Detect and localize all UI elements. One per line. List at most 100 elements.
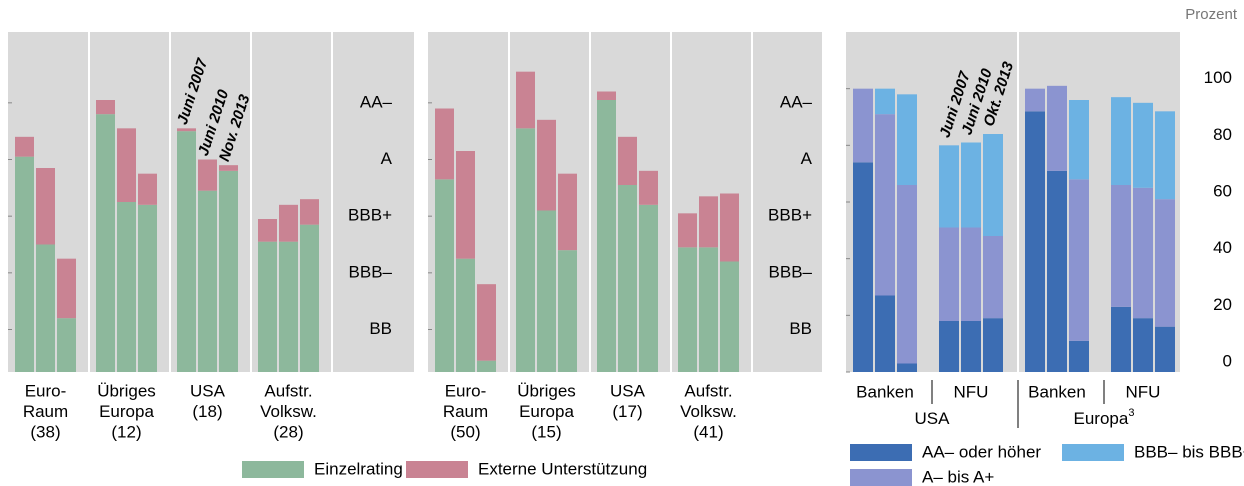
y-tick-label: BB (369, 319, 392, 338)
y-tick-label: 40 (1213, 238, 1232, 257)
x-tick-label: USA (610, 381, 646, 400)
bar-segment (875, 88, 895, 115)
bar-segment (1111, 306, 1131, 372)
bar-segment (177, 131, 196, 372)
bar-segment (875, 114, 895, 296)
bar-segment (138, 204, 157, 372)
bar-segment (939, 227, 959, 321)
bar-segment (875, 295, 895, 372)
legend-label: A– bis A+ (922, 467, 994, 486)
x-tick-label: Europa (519, 402, 574, 421)
bar-segment (198, 159, 217, 191)
bar-segment (853, 88, 873, 163)
x-tick-label: Volksw. (680, 402, 737, 421)
bar-segment (258, 241, 277, 372)
x-tick-label: (50) (450, 422, 480, 441)
legend-swatch (242, 461, 304, 478)
bar-segment (897, 363, 917, 372)
y-tick-label: BBB+ (768, 206, 812, 225)
bar-segment (279, 241, 298, 372)
bar-segment (961, 321, 981, 372)
bar-segment (516, 128, 535, 372)
bar-segment (456, 151, 475, 259)
y-tick-label: 100 (1204, 68, 1232, 87)
unit-label: Prozent (1185, 6, 1238, 23)
x-tick-label: Euro- (25, 381, 67, 400)
bar-segment (456, 258, 475, 372)
bar-segment (678, 213, 697, 248)
bar-segment (117, 128, 136, 202)
legend-label: AA– oder höher (922, 442, 1041, 461)
bar-segment (435, 179, 454, 372)
bar-segment (1047, 170, 1067, 372)
bar-segment (300, 224, 319, 372)
bar-segment (1025, 88, 1045, 112)
bar-segment (939, 321, 959, 372)
group-name: USA (915, 409, 951, 428)
bar-segment (853, 162, 873, 372)
bar-segment (258, 219, 277, 242)
bar-segment (219, 165, 238, 171)
group-label: Europa3 (1074, 407, 1135, 429)
y-tick-label: A (801, 149, 813, 168)
x-tick-label: Aufstr. (264, 381, 312, 400)
bar-segment (1155, 326, 1175, 372)
bar-segment (961, 227, 981, 321)
bar-segment (198, 190, 217, 372)
group-name: Europa (1074, 409, 1129, 428)
bar-segment (1025, 111, 1045, 372)
y-tick-label: AA– (780, 92, 813, 111)
x-tick-label: Euro- (445, 381, 487, 400)
bar-segment (57, 318, 76, 372)
x-tick-label: Europa (99, 402, 154, 421)
bar-segment (279, 204, 298, 242)
legend-swatch (850, 444, 912, 461)
x-tick-label: (28) (273, 422, 303, 441)
bar-segment (639, 170, 658, 205)
y-tick-label: BBB– (349, 262, 393, 281)
bar-segment (15, 136, 34, 157)
bar-segment (1133, 102, 1153, 188)
bar-segment (597, 100, 616, 372)
bar-segment (117, 202, 136, 372)
bar-segment (983, 236, 1003, 319)
x-tick-label: (12) (111, 422, 141, 441)
x-tick-label: (38) (30, 422, 60, 441)
bar-segment (177, 128, 196, 132)
bar-segment (1155, 111, 1175, 200)
bar-segment (516, 71, 535, 129)
bar-segment (219, 170, 238, 372)
x-tick-label: Raum (443, 402, 488, 421)
bar-segment (537, 119, 556, 211)
bar-segment (639, 204, 658, 372)
legend-label: BBB– bis BBB+ (1134, 442, 1244, 461)
x-tick-label: (18) (192, 402, 222, 421)
legend-label: Externe Unterstützung (478, 459, 647, 478)
bar-segment (983, 318, 1003, 372)
x-tick-label: Übriges (517, 381, 576, 400)
x-tick-label: NFU (1126, 382, 1161, 401)
y-tick-label: BB (789, 319, 812, 338)
bar-segment (138, 173, 157, 205)
x-tick-label: Aufstr. (684, 381, 732, 400)
bar-segment (36, 168, 55, 245)
bar-segment (1047, 85, 1067, 171)
bar-segment (1069, 340, 1089, 372)
bar-segment (1133, 187, 1153, 319)
bar-segment (96, 100, 115, 115)
legend-swatch (1062, 444, 1124, 461)
legend-swatch (406, 461, 468, 478)
bar-segment (96, 114, 115, 373)
x-tick-label: Übriges (97, 381, 156, 400)
bar-segment (618, 185, 637, 372)
bar-segment (618, 136, 637, 185)
x-tick-label: Raum (23, 402, 68, 421)
legend-swatch (850, 469, 912, 486)
bar-segment (1111, 97, 1131, 185)
bar-segment (15, 156, 34, 372)
bar-segment (57, 258, 76, 319)
x-tick-label: Banken (1028, 382, 1086, 401)
bar-segment (1155, 199, 1175, 327)
bar-segment (558, 250, 577, 372)
x-tick-label: Banken (856, 382, 914, 401)
